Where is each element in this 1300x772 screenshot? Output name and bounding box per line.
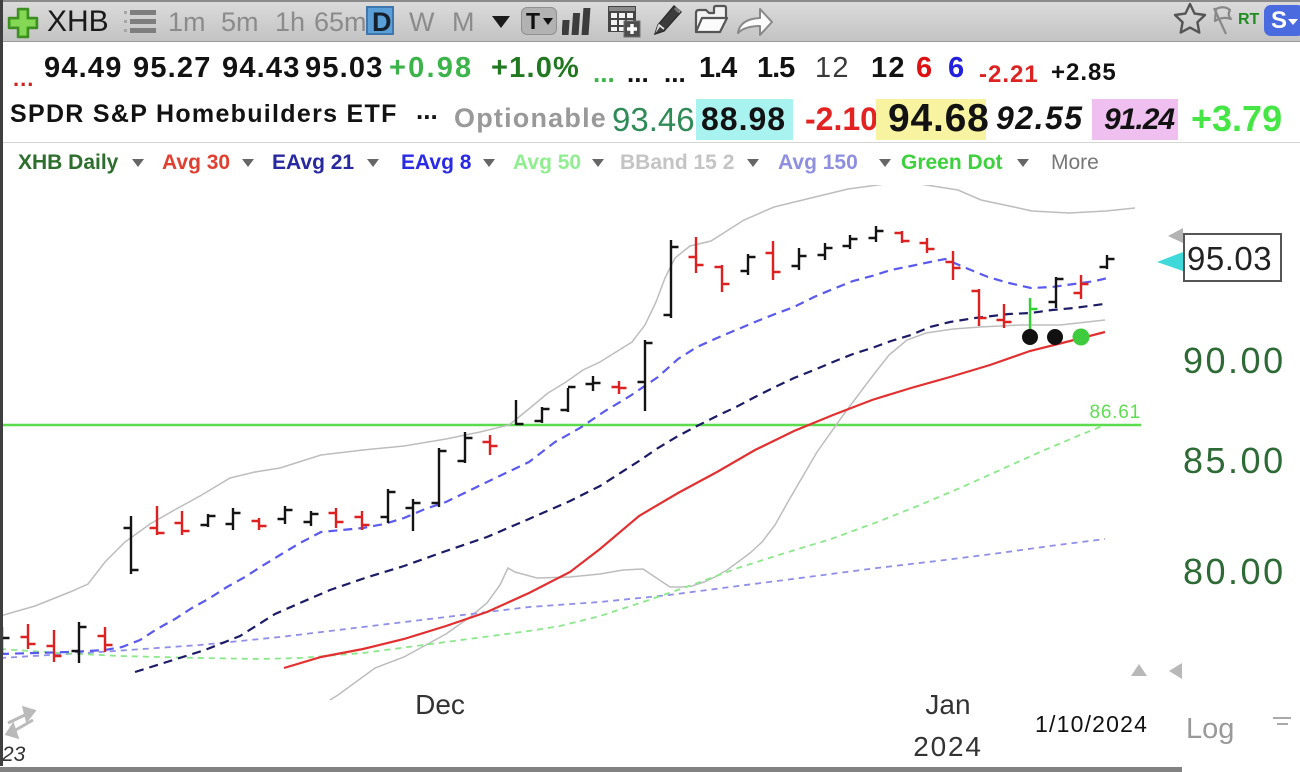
svg-text:1/10/2024: 1/10/2024	[1035, 711, 1148, 737]
svg-text:85.00: 85.00	[1183, 440, 1286, 481]
svg-text:86.61: 86.61	[1089, 402, 1141, 423]
svg-text:23: 23	[1, 743, 26, 766]
svg-text:95.03: 95.03	[1187, 240, 1272, 277]
svg-text:Dec: Dec	[415, 689, 465, 720]
svg-text:Jan: Jan	[925, 689, 970, 720]
svg-text:2024: 2024	[913, 731, 983, 762]
svg-text:80.00: 80.00	[1183, 551, 1286, 592]
svg-text:Log: Log	[1186, 713, 1234, 745]
svg-text:90.00: 90.00	[1183, 340, 1286, 381]
